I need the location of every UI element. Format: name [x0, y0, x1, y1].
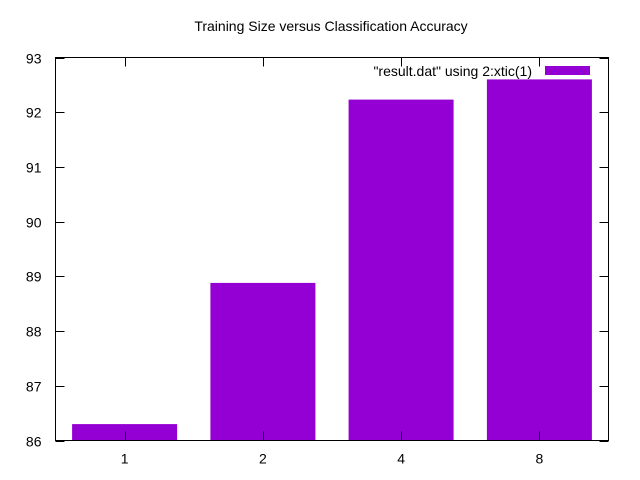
- legend-label: "result.dat" using 2:xtic(1): [373, 63, 532, 79]
- legend-swatch: [545, 66, 590, 75]
- y-tick-label: 92: [26, 105, 42, 121]
- bar-2: [210, 282, 316, 441]
- y-tick-label: 89: [26, 269, 42, 285]
- bar-8: [486, 79, 592, 441]
- x-tick-label: 8: [535, 451, 543, 467]
- y-tick-label: 93: [26, 51, 42, 67]
- bar-1: [72, 424, 178, 441]
- y-tick-label: 90: [26, 215, 42, 231]
- y-tick-label: 91: [26, 160, 42, 176]
- bar-4: [348, 99, 454, 441]
- x-tick-label: 1: [121, 451, 129, 467]
- chart-title: Training Size versus Classification Accu…: [194, 18, 467, 34]
- y-tick-label: 87: [26, 379, 42, 395]
- x-tick-label: 4: [397, 451, 405, 467]
- x-tick-label: 2: [259, 451, 267, 467]
- y-tick-label: 88: [26, 324, 42, 340]
- plot-frame: [55, 57, 609, 441]
- plot-area: 86 87 88 89 90 91 92 93 1 2 4 8: [26, 51, 609, 467]
- legend: "result.dat" using 2:xtic(1): [373, 63, 590, 79]
- y-tick-label: 86: [26, 434, 42, 450]
